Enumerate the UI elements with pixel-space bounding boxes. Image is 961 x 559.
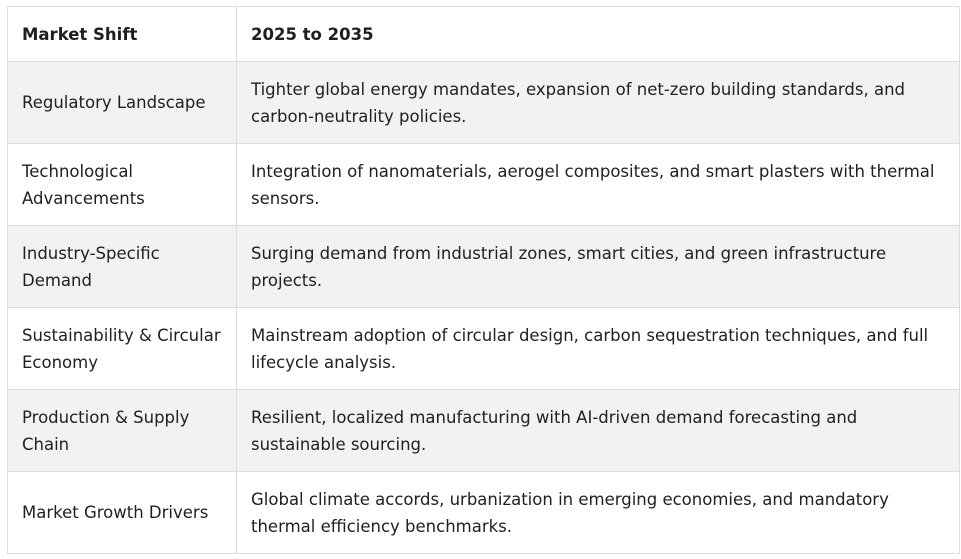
row-value: Tighter global energy mandates, expansio… (236, 61, 960, 144)
row-value: Resilient, localized manufacturing with … (236, 389, 960, 472)
row-label: Production & Supply Chain (7, 389, 237, 472)
row-label: Industry-Specific Demand (7, 225, 237, 308)
column-header-market-shift: Market Shift (7, 6, 237, 62)
table-row: Sustainability & Circular Economy Mainst… (7, 307, 960, 390)
row-label: Technological Advancements (7, 143, 237, 226)
table-row: Market Growth Drivers Global climate acc… (7, 471, 960, 554)
market-shift-table: Market Shift 2025 to 2035 Regulatory Lan… (7, 6, 960, 554)
row-label: Market Growth Drivers (7, 471, 237, 554)
row-value: Mainstream adoption of circular design, … (236, 307, 960, 390)
row-value: Integration of nanomaterials, aerogel co… (236, 143, 960, 226)
row-label: Regulatory Landscape (7, 61, 237, 144)
table-header-row: Market Shift 2025 to 2035 (7, 6, 960, 62)
table-row: Technological Advancements Integration o… (7, 143, 960, 226)
column-header-period: 2025 to 2035 (236, 6, 960, 62)
table-row: Industry-Specific Demand Surging demand … (7, 225, 960, 308)
table-row: Production & Supply Chain Resilient, loc… (7, 389, 960, 472)
table-row: Regulatory Landscape Tighter global ener… (7, 61, 960, 144)
row-label: Sustainability & Circular Economy (7, 307, 237, 390)
row-value: Surging demand from industrial zones, sm… (236, 225, 960, 308)
row-value: Global climate accords, urbanization in … (236, 471, 960, 554)
